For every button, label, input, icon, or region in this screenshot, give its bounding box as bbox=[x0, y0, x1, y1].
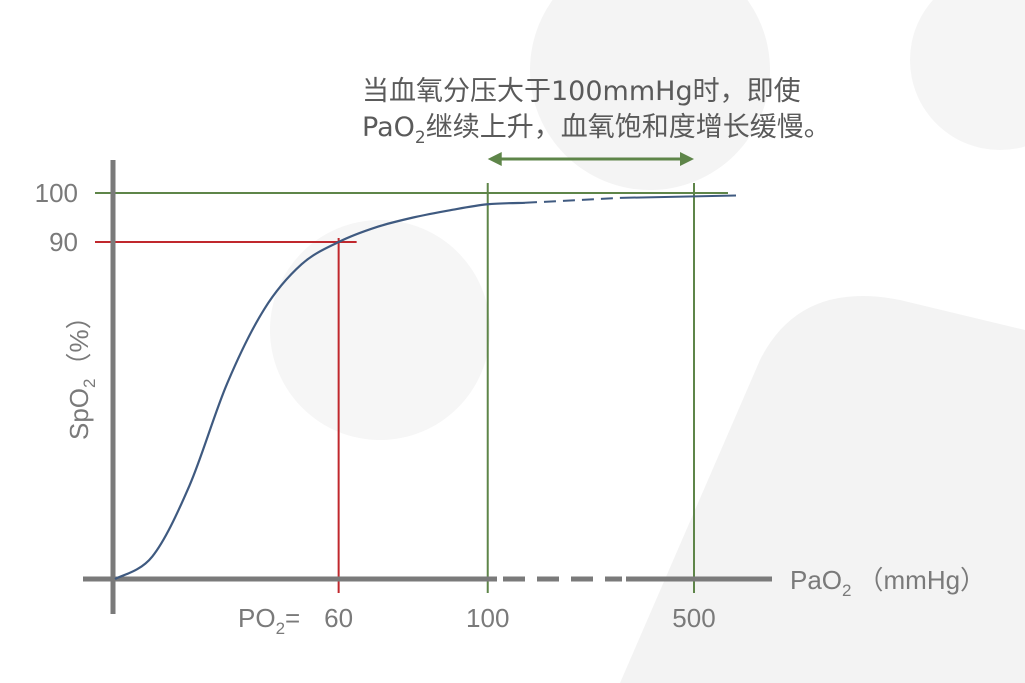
x-axis-title-subscript: 2 bbox=[842, 581, 851, 600]
axes bbox=[83, 160, 772, 614]
y-axis-title: SpO2（%） bbox=[64, 303, 99, 440]
annotation-pao-text: PaO bbox=[362, 112, 415, 143]
x-axis-title-unit: （mmHg） bbox=[858, 565, 987, 595]
x-axis-title-main: PaO bbox=[790, 565, 842, 595]
y-tick-90: 90 bbox=[49, 227, 78, 257]
y-axis-title-unit: （%） bbox=[64, 303, 94, 378]
curve-break-dashed bbox=[524, 196, 621, 204]
x-tick-60: 60 bbox=[324, 603, 353, 633]
curve-plateau bbox=[619, 194, 737, 199]
x-axis-prefix-equals: = bbox=[285, 603, 300, 633]
x-tick-500: 500 bbox=[672, 603, 715, 633]
range-arrow bbox=[487, 152, 694, 166]
x-axis-prefix: PO2= bbox=[238, 603, 300, 638]
x-tick-100: 100 bbox=[466, 603, 509, 633]
tick-labels: 60 100 500 100 90 bbox=[35, 178, 716, 633]
x-axis-prefix-main: PO bbox=[238, 603, 276, 633]
curve-layer bbox=[114, 194, 737, 580]
arrow-head-left bbox=[487, 152, 502, 166]
arrow-head-right bbox=[680, 152, 694, 166]
annotation-line-2-rest: 继续上升，血氧饱和度增长缓慢。 bbox=[426, 112, 831, 143]
x-axis-title: PaO2 （mmHg） bbox=[790, 565, 986, 600]
y-axis-title-main: SpO bbox=[64, 388, 94, 440]
curve-main bbox=[114, 201, 526, 580]
x-axis-prefix-subscript: 2 bbox=[276, 619, 285, 638]
annotation-line-2: PaO2继续上升，血氧饱和度增长缓慢。 bbox=[362, 112, 831, 148]
annotation-pao-subscript: 2 bbox=[415, 128, 426, 148]
background-decoration bbox=[270, 0, 1025, 683]
y-tick-100: 100 bbox=[35, 178, 78, 208]
reference-lines bbox=[95, 183, 728, 593]
annotation-line-1: 当血氧分压大于100mmHg时，即使 bbox=[362, 76, 801, 107]
y-axis-title-subscript: 2 bbox=[80, 379, 99, 388]
